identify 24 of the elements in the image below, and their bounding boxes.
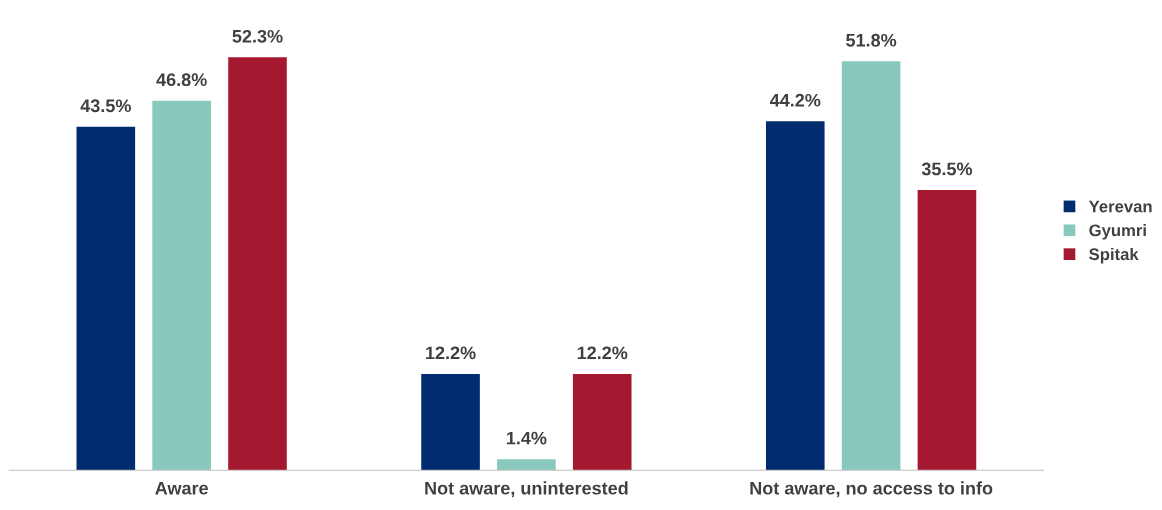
data-label: 35.5% xyxy=(921,162,973,176)
data-label: 51.8% xyxy=(846,33,897,47)
bar xyxy=(228,57,287,471)
bar xyxy=(917,189,977,471)
bar xyxy=(841,61,901,471)
bar xyxy=(76,126,136,471)
x-tick-label: Aware xyxy=(155,481,208,495)
legend-label: Yerevan xyxy=(1088,200,1152,213)
data-label: 46.8% xyxy=(156,73,207,87)
legend-label: Gyumri xyxy=(1089,224,1146,240)
data-label: 12.2% xyxy=(577,346,628,360)
bar xyxy=(497,459,556,471)
bar xyxy=(572,373,632,471)
bar xyxy=(152,100,211,471)
x-tick-label: Not aware, no access to info xyxy=(750,481,993,498)
data-label: 52.3% xyxy=(232,29,283,43)
legend-label: Spitak xyxy=(1089,247,1139,264)
data-label: 43.5% xyxy=(80,99,131,113)
bar xyxy=(421,373,480,471)
data-label: 44.2% xyxy=(769,93,821,107)
data-label: 12.2% xyxy=(426,346,476,360)
x-tick-label: Not aware, uninterested xyxy=(425,481,628,498)
bar xyxy=(765,121,825,471)
data-label: 1.4% xyxy=(506,431,547,445)
